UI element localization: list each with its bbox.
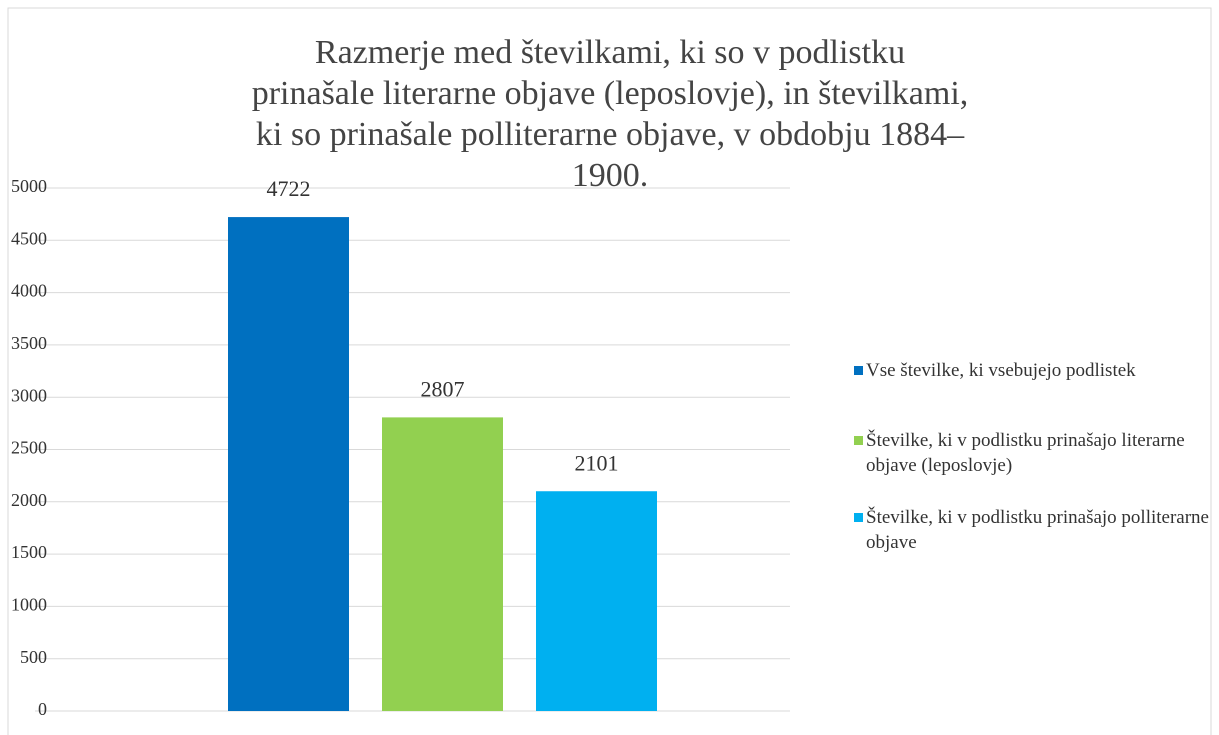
chart-title: Razmerje med številkami, ki so v podlist… (251, 34, 969, 194)
bar (228, 217, 349, 711)
y-tick-label: 3500 (11, 333, 47, 353)
legend-swatch (854, 366, 863, 375)
bar (536, 491, 657, 711)
legend-item: Številke, ki v podlistku prinašajo liter… (850, 428, 1216, 478)
data-label: 4722 (267, 176, 311, 201)
chart-frame (7, 7, 1212, 735)
data-label: 2101 (575, 450, 619, 475)
legend-label: Številke, ki v podlistku prinašajo polli… (866, 507, 1209, 553)
legend-swatch (854, 436, 863, 445)
legend-label: Vse številke, ki vsebujejo podlistek (866, 360, 1136, 381)
y-tick-label: 4500 (11, 228, 47, 248)
y-tick-label: 1000 (11, 595, 47, 615)
y-tick-label: 0 (38, 699, 47, 719)
legend-swatch (854, 513, 863, 522)
y-tick-label: 2500 (11, 438, 47, 458)
y-tick-label: 5000 (11, 176, 47, 196)
bar (382, 417, 503, 711)
legend-label: Številke, ki v podlistku prinašajo liter… (866, 430, 1185, 476)
y-tick-label: 3000 (11, 385, 47, 405)
y-tick-label: 1500 (11, 542, 47, 562)
data-label: 2807 (421, 376, 465, 401)
y-tick-label: 4000 (11, 281, 47, 301)
y-tick-label: 2000 (11, 490, 47, 510)
legend-item: Številke, ki v podlistku prinašajo polli… (850, 505, 1216, 555)
legend-item: Vse številke, ki vsebujejo podlistek (850, 358, 1216, 383)
y-tick-label: 500 (20, 647, 47, 667)
